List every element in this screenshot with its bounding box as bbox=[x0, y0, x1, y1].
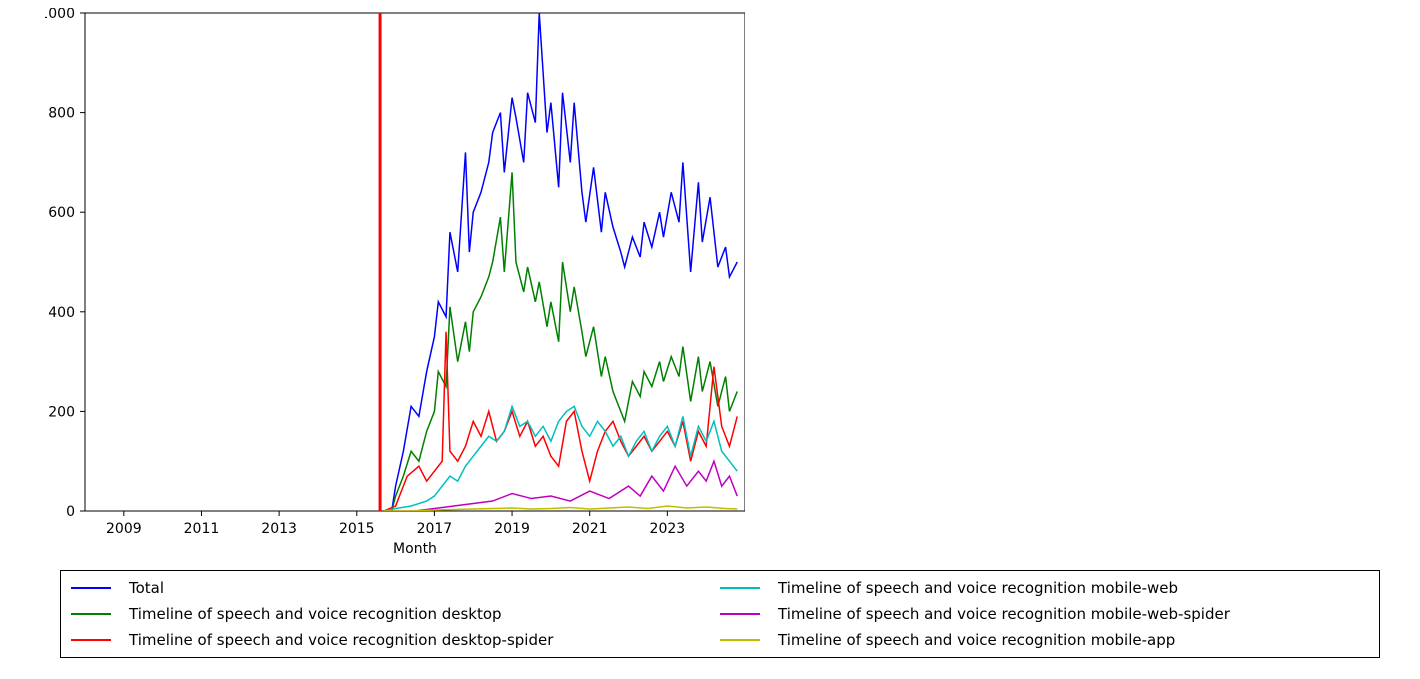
line-chart-svg: 0 200 400 600 800 1000 2009 2011 2013 2015 2017 201… bbox=[45, 8, 745, 568]
legend-item: Timeline of speech and voice recognition… bbox=[71, 603, 720, 625]
legend-column: Timeline of speech and voice recognition… bbox=[720, 577, 1369, 651]
legend-swatch bbox=[71, 639, 111, 641]
series-line bbox=[384, 13, 737, 511]
x-tick-label: 2009 bbox=[106, 521, 142, 537]
legend-swatch bbox=[720, 639, 760, 641]
y-tick-label: 400 bbox=[48, 305, 75, 321]
y-tick-label: 1000 bbox=[45, 8, 75, 22]
y-tick-label: 200 bbox=[48, 404, 75, 420]
x-tick-label: 2015 bbox=[339, 521, 375, 537]
y-tick-label: 0 bbox=[66, 504, 75, 520]
legend-label: Timeline of speech and voice recognition… bbox=[778, 629, 1175, 651]
y-tick-label: 600 bbox=[48, 205, 75, 221]
legend-label: Total bbox=[129, 577, 164, 599]
legend-item: Timeline of speech and voice recognition… bbox=[720, 577, 1369, 599]
legend-swatch bbox=[71, 613, 111, 615]
x-tick-label: 2011 bbox=[184, 521, 220, 537]
legend-label: Timeline of speech and voice recognition… bbox=[129, 603, 502, 625]
legend-label: Timeline of speech and voice recognition… bbox=[778, 603, 1230, 625]
legend-item: Timeline of speech and voice recognition… bbox=[720, 603, 1369, 625]
legend: Total Timeline of speech and voice recogn… bbox=[60, 570, 1380, 658]
x-tick-label: 2017 bbox=[417, 521, 453, 537]
legend-label: Timeline of speech and voice recognition… bbox=[129, 629, 553, 651]
legend-item: Timeline of speech and voice recognition… bbox=[720, 629, 1369, 651]
chart-area: 0 200 400 600 800 1000 2009 2011 2013 2015 2017 201… bbox=[45, 8, 745, 572]
legend-item: Total bbox=[71, 577, 720, 599]
x-axis-label: Month bbox=[393, 541, 437, 557]
x-tick-label: 2013 bbox=[261, 521, 297, 537]
legend-label: Timeline of speech and voice recognition… bbox=[778, 577, 1178, 599]
legend-swatch bbox=[720, 587, 760, 589]
x-tick-label: 2023 bbox=[650, 521, 686, 537]
x-tick-label: 2021 bbox=[572, 521, 608, 537]
legend-swatch bbox=[720, 613, 760, 615]
legend-column: Total Timeline of speech and voice recogn… bbox=[71, 577, 720, 651]
y-tick-label: 800 bbox=[48, 106, 75, 122]
legend-item: Timeline of speech and voice recognition… bbox=[71, 629, 720, 651]
legend-swatch bbox=[71, 587, 111, 589]
series-line bbox=[384, 172, 737, 511]
x-tick-label: 2019 bbox=[494, 521, 530, 537]
